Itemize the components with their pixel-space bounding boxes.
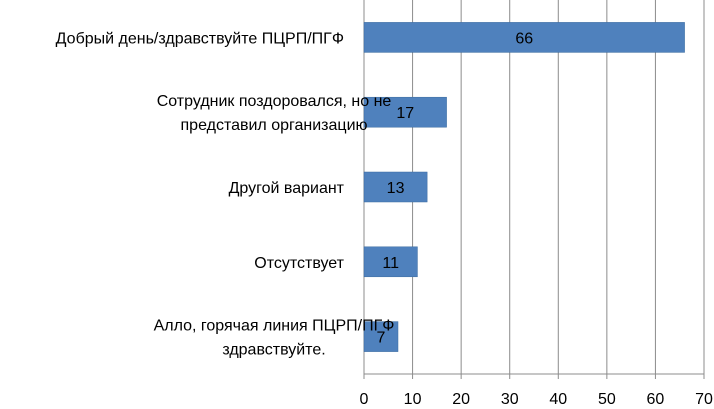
category-label: Алло, горячая линия ПЦРП/ПГФ здравствуйте… bbox=[154, 318, 395, 359]
data-label: 11 bbox=[382, 255, 399, 272]
bar bbox=[363, 171, 428, 203]
x-tick-label: 40 bbox=[549, 391, 567, 408]
category-label: Добрый день/здравствуйте ПЦРП/ПГФ bbox=[56, 30, 344, 47]
category-label: Сотрудник поздоровался, но не представил … bbox=[157, 93, 392, 134]
bar bbox=[363, 246, 418, 278]
data-label: 7 bbox=[377, 330, 386, 347]
data-label: 17 bbox=[396, 105, 414, 122]
x-tick-label: 50 bbox=[598, 391, 616, 408]
bar bbox=[363, 321, 399, 352]
bar bbox=[363, 96, 447, 128]
x-tick-label: 30 bbox=[501, 391, 519, 408]
category-label-line: Другой вариант bbox=[229, 180, 345, 197]
category-label-line: здравствуйте. bbox=[222, 342, 325, 359]
x-tick-label: 10 bbox=[404, 391, 422, 408]
category-label-line: Алло, горячая линия ПЦРП/ПГФ bbox=[154, 318, 395, 335]
category-label-line: Сотрудник поздоровался, но не bbox=[157, 93, 392, 110]
x-tick-label: 60 bbox=[647, 391, 665, 408]
category-label: Другой вариант bbox=[229, 180, 345, 197]
data-label: 66 bbox=[515, 30, 533, 47]
x-tick-label: 70 bbox=[695, 391, 713, 408]
category-label-line: представил организацию bbox=[181, 117, 368, 134]
category-label: Отсутствует bbox=[254, 255, 344, 272]
category-label-line: Отсутствует bbox=[254, 255, 344, 272]
x-tick-label: 0 bbox=[360, 391, 369, 408]
data-label: 13 bbox=[387, 180, 405, 197]
x-tick-label: 20 bbox=[452, 391, 470, 408]
category-label-line: Добрый день/здравствуйте ПЦРП/ПГФ bbox=[56, 30, 344, 47]
bar bbox=[363, 22, 685, 53]
